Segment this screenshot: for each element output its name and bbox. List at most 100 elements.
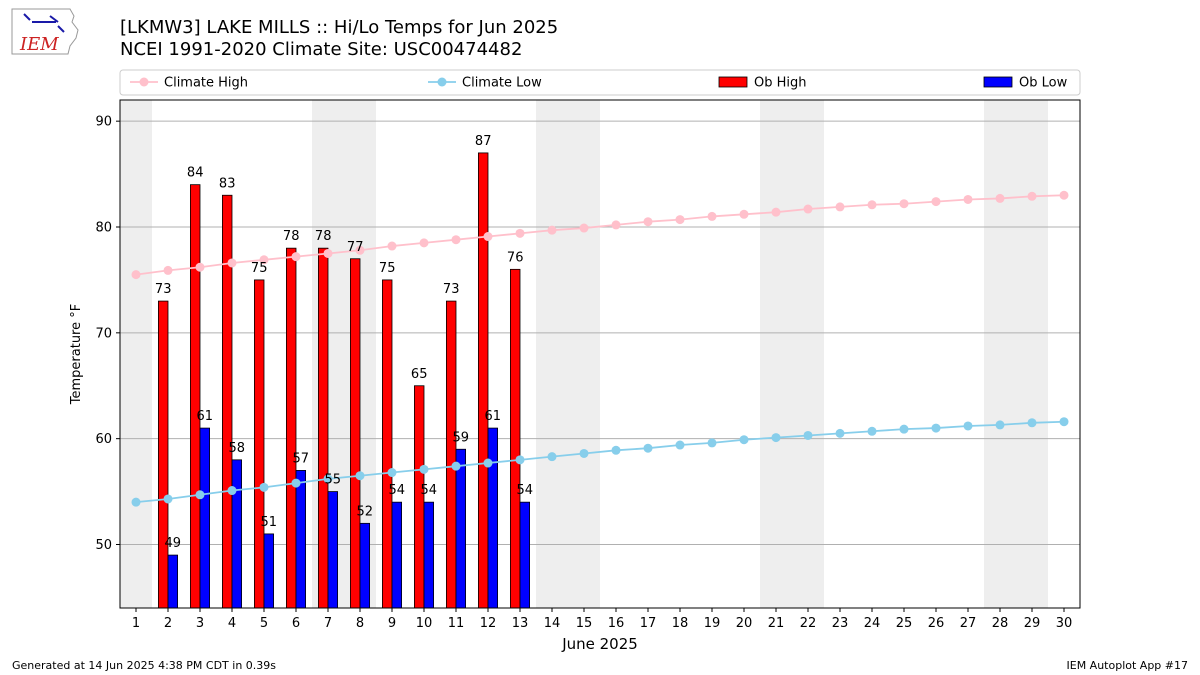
climate-high-point-day-9 xyxy=(387,241,397,251)
x-tick-label-6: 6 xyxy=(292,616,300,631)
ob-high-bar-day-3 xyxy=(189,184,201,609)
ob-high-bar-day-13 xyxy=(509,268,521,609)
x-tick-label-15: 15 xyxy=(576,616,593,631)
ob-high-label-day-2: 73 xyxy=(155,282,172,297)
ob-low-bar-day-2 xyxy=(167,554,179,609)
ob-high-bar-day-2 xyxy=(157,300,169,609)
legend-label-ob-high: Ob High xyxy=(754,76,807,91)
climate-high-point-day-6 xyxy=(291,252,301,262)
climate-low-point-day-30 xyxy=(1059,417,1069,427)
climate-low-point-day-22 xyxy=(803,430,813,440)
legend-label-ob-low: Ob Low xyxy=(1019,76,1068,91)
climate-high-point-day-2 xyxy=(163,265,173,275)
x-tick-label-13: 13 xyxy=(512,616,529,631)
ob-low-bar-day-12 xyxy=(487,427,499,609)
ob-high-label-day-11: 73 xyxy=(443,282,460,297)
climate-low-point-day-12 xyxy=(483,458,493,468)
climate-low-point-day-20 xyxy=(739,435,749,445)
ob-high-label-day-12: 87 xyxy=(475,134,492,149)
climate-low-point-day-2 xyxy=(163,494,173,504)
climate-low-point-day-14 xyxy=(547,452,557,462)
legend-marker-climate-high xyxy=(139,77,149,87)
climate-low-point-day-7 xyxy=(323,474,333,484)
chart-title: [LKMW3] LAKE MILLS :: Hi/Lo Temps for Ju… xyxy=(120,17,559,38)
climate-high-point-day-15 xyxy=(579,223,589,233)
weather-symbols-icon xyxy=(23,13,65,33)
x-tick-label-14: 14 xyxy=(544,616,561,631)
ob-high-bar-day-7 xyxy=(317,247,329,609)
x-tick-label-29: 29 xyxy=(1024,616,1041,631)
shade-day-14 xyxy=(536,100,568,608)
x-tick-label-26: 26 xyxy=(928,616,945,631)
climate-low-point-day-1 xyxy=(131,497,141,507)
y-axis-label: Temperature °F xyxy=(69,304,84,405)
climate-high-point-day-1 xyxy=(131,270,141,280)
ob-low-label-day-9: 54 xyxy=(389,483,406,498)
shade-day-29 xyxy=(1016,100,1048,608)
climate-low-point-day-13 xyxy=(515,455,525,465)
ob-low-bar-day-5 xyxy=(263,533,275,609)
generated-note: Generated at 14 Jun 2025 4:38 PM CDT in … xyxy=(12,659,277,672)
climate-low-point-day-24 xyxy=(867,426,877,436)
legend: Climate High Climate Low Ob High Ob Low xyxy=(119,69,1081,96)
ob-high-label-day-7: 78 xyxy=(315,229,332,244)
climate-high-point-day-26 xyxy=(931,197,941,207)
x-tick-label-10: 10 xyxy=(416,616,433,631)
climate-high-point-day-14 xyxy=(547,225,557,235)
climate-high-point-day-12 xyxy=(483,232,493,242)
shade-day-28 xyxy=(984,100,1016,608)
climate-low-point-day-3 xyxy=(195,490,205,500)
ob-high-label-day-13: 76 xyxy=(507,250,524,265)
climate-low-point-day-11 xyxy=(451,461,461,471)
climate-low-point-day-8 xyxy=(355,471,365,481)
ob-high-label-day-10: 65 xyxy=(411,367,428,382)
x-tick-label-21: 21 xyxy=(768,616,785,631)
climate-high-point-day-5 xyxy=(259,255,269,265)
x-tick-label-7: 7 xyxy=(324,616,332,631)
climate-high-point-day-30 xyxy=(1059,190,1069,200)
climate-low-point-day-28 xyxy=(995,420,1005,430)
x-tick-label-3: 3 xyxy=(196,616,204,631)
climate-low-point-day-6 xyxy=(291,478,301,488)
ob-low-label-day-12: 61 xyxy=(485,409,502,424)
ob-high-bar-day-5 xyxy=(253,279,265,609)
ob-high-bar-day-6 xyxy=(285,247,297,609)
data-labels: 73 84 83 75 78 78 77 75 65 73 87 76 49 61 58 51 57 55 52 54… xyxy=(155,134,533,551)
climate-low-point-day-16 xyxy=(611,445,621,455)
climate-low-point-day-5 xyxy=(259,482,269,492)
climate-low-point-day-23 xyxy=(835,428,845,438)
climate-low-point-day-29 xyxy=(1027,418,1037,428)
climate-low-point-day-15 xyxy=(579,448,589,458)
climate-low-line xyxy=(135,420,1065,504)
climate-high-point-day-22 xyxy=(803,204,813,214)
shade-day-15 xyxy=(568,100,600,608)
x-tick-label-23: 23 xyxy=(832,616,849,631)
climate-low-point-day-18 xyxy=(675,440,685,450)
x-tick-label-25: 25 xyxy=(896,616,913,631)
climate-high-point-day-16 xyxy=(611,220,621,230)
climate-high-point-day-27 xyxy=(963,194,973,204)
shade-day-22 xyxy=(792,100,824,608)
climate-low-point-day-9 xyxy=(387,468,397,478)
climate-low-point-day-4 xyxy=(227,486,237,496)
climate-high-point-day-23 xyxy=(835,202,845,212)
x-tick-label-18: 18 xyxy=(672,616,689,631)
ob-low-label-day-7: 55 xyxy=(325,473,342,488)
iowa-outline-icon xyxy=(11,8,79,55)
ob-low-label-day-4: 58 xyxy=(229,441,246,456)
legend-marker-climate-low xyxy=(437,77,447,87)
climate-high-point-day-7 xyxy=(323,248,333,258)
climate-low-point-day-10 xyxy=(419,464,429,474)
ob-high-label-day-6: 78 xyxy=(283,229,300,244)
ob-low-bar-day-3 xyxy=(199,427,211,609)
ob-high-label-day-9: 75 xyxy=(379,261,396,276)
x-tick-label-20: 20 xyxy=(736,616,753,631)
ob-high-label-day-5: 75 xyxy=(251,261,268,276)
x-tick-label-24: 24 xyxy=(864,616,881,631)
climate-high-line xyxy=(135,194,1065,276)
ob-high-label-day-3: 84 xyxy=(187,166,204,181)
ob-low-label-day-6: 57 xyxy=(293,451,310,466)
bars xyxy=(157,152,531,609)
